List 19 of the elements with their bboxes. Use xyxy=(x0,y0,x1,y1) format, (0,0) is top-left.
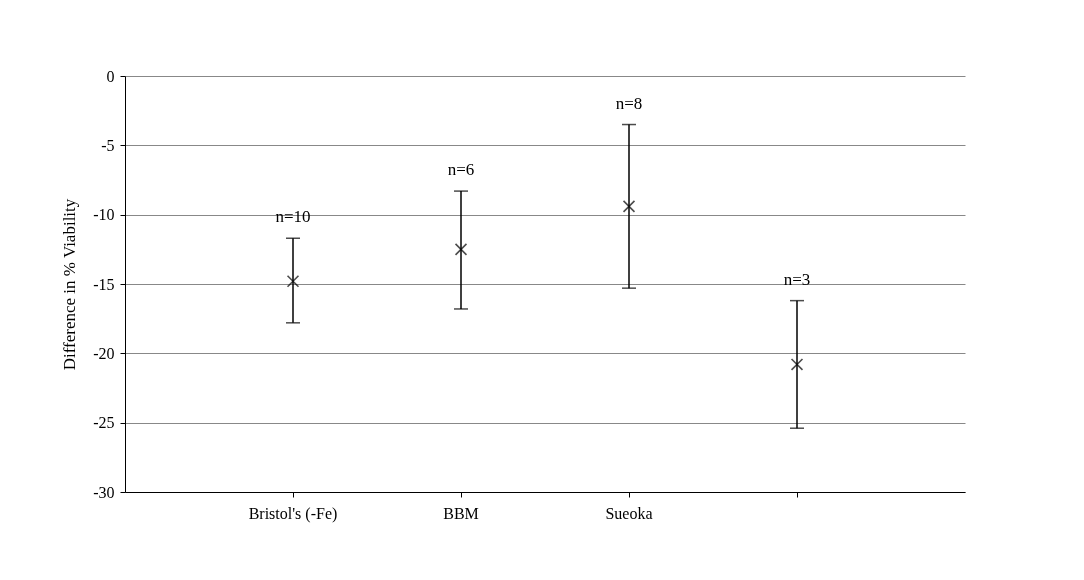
y-tick-label: 0 xyxy=(106,67,115,85)
y-axis-title: Difference in % Viability xyxy=(60,198,80,371)
y-tick-label: -15 xyxy=(93,275,115,293)
y-tick-label: -20 xyxy=(93,344,115,362)
x-tick-label: Bristol's (-Fe) xyxy=(248,504,338,523)
point xyxy=(622,200,636,213)
annotation: n=8 xyxy=(615,93,643,113)
point xyxy=(286,274,300,288)
x-tick-label: BBM xyxy=(443,504,479,522)
x-tick-label: Sueoka xyxy=(605,504,653,522)
point xyxy=(454,243,468,256)
y-tick-label: -5 xyxy=(101,136,115,154)
annotation: n=3 xyxy=(783,269,811,289)
annotation: n=10 xyxy=(275,207,311,227)
y-tick-label: -25 xyxy=(93,414,115,432)
y-tick-label: -30 xyxy=(93,483,115,501)
annotation: n=6 xyxy=(447,160,475,180)
y-tick-label: -10 xyxy=(93,206,115,224)
point xyxy=(790,358,804,371)
